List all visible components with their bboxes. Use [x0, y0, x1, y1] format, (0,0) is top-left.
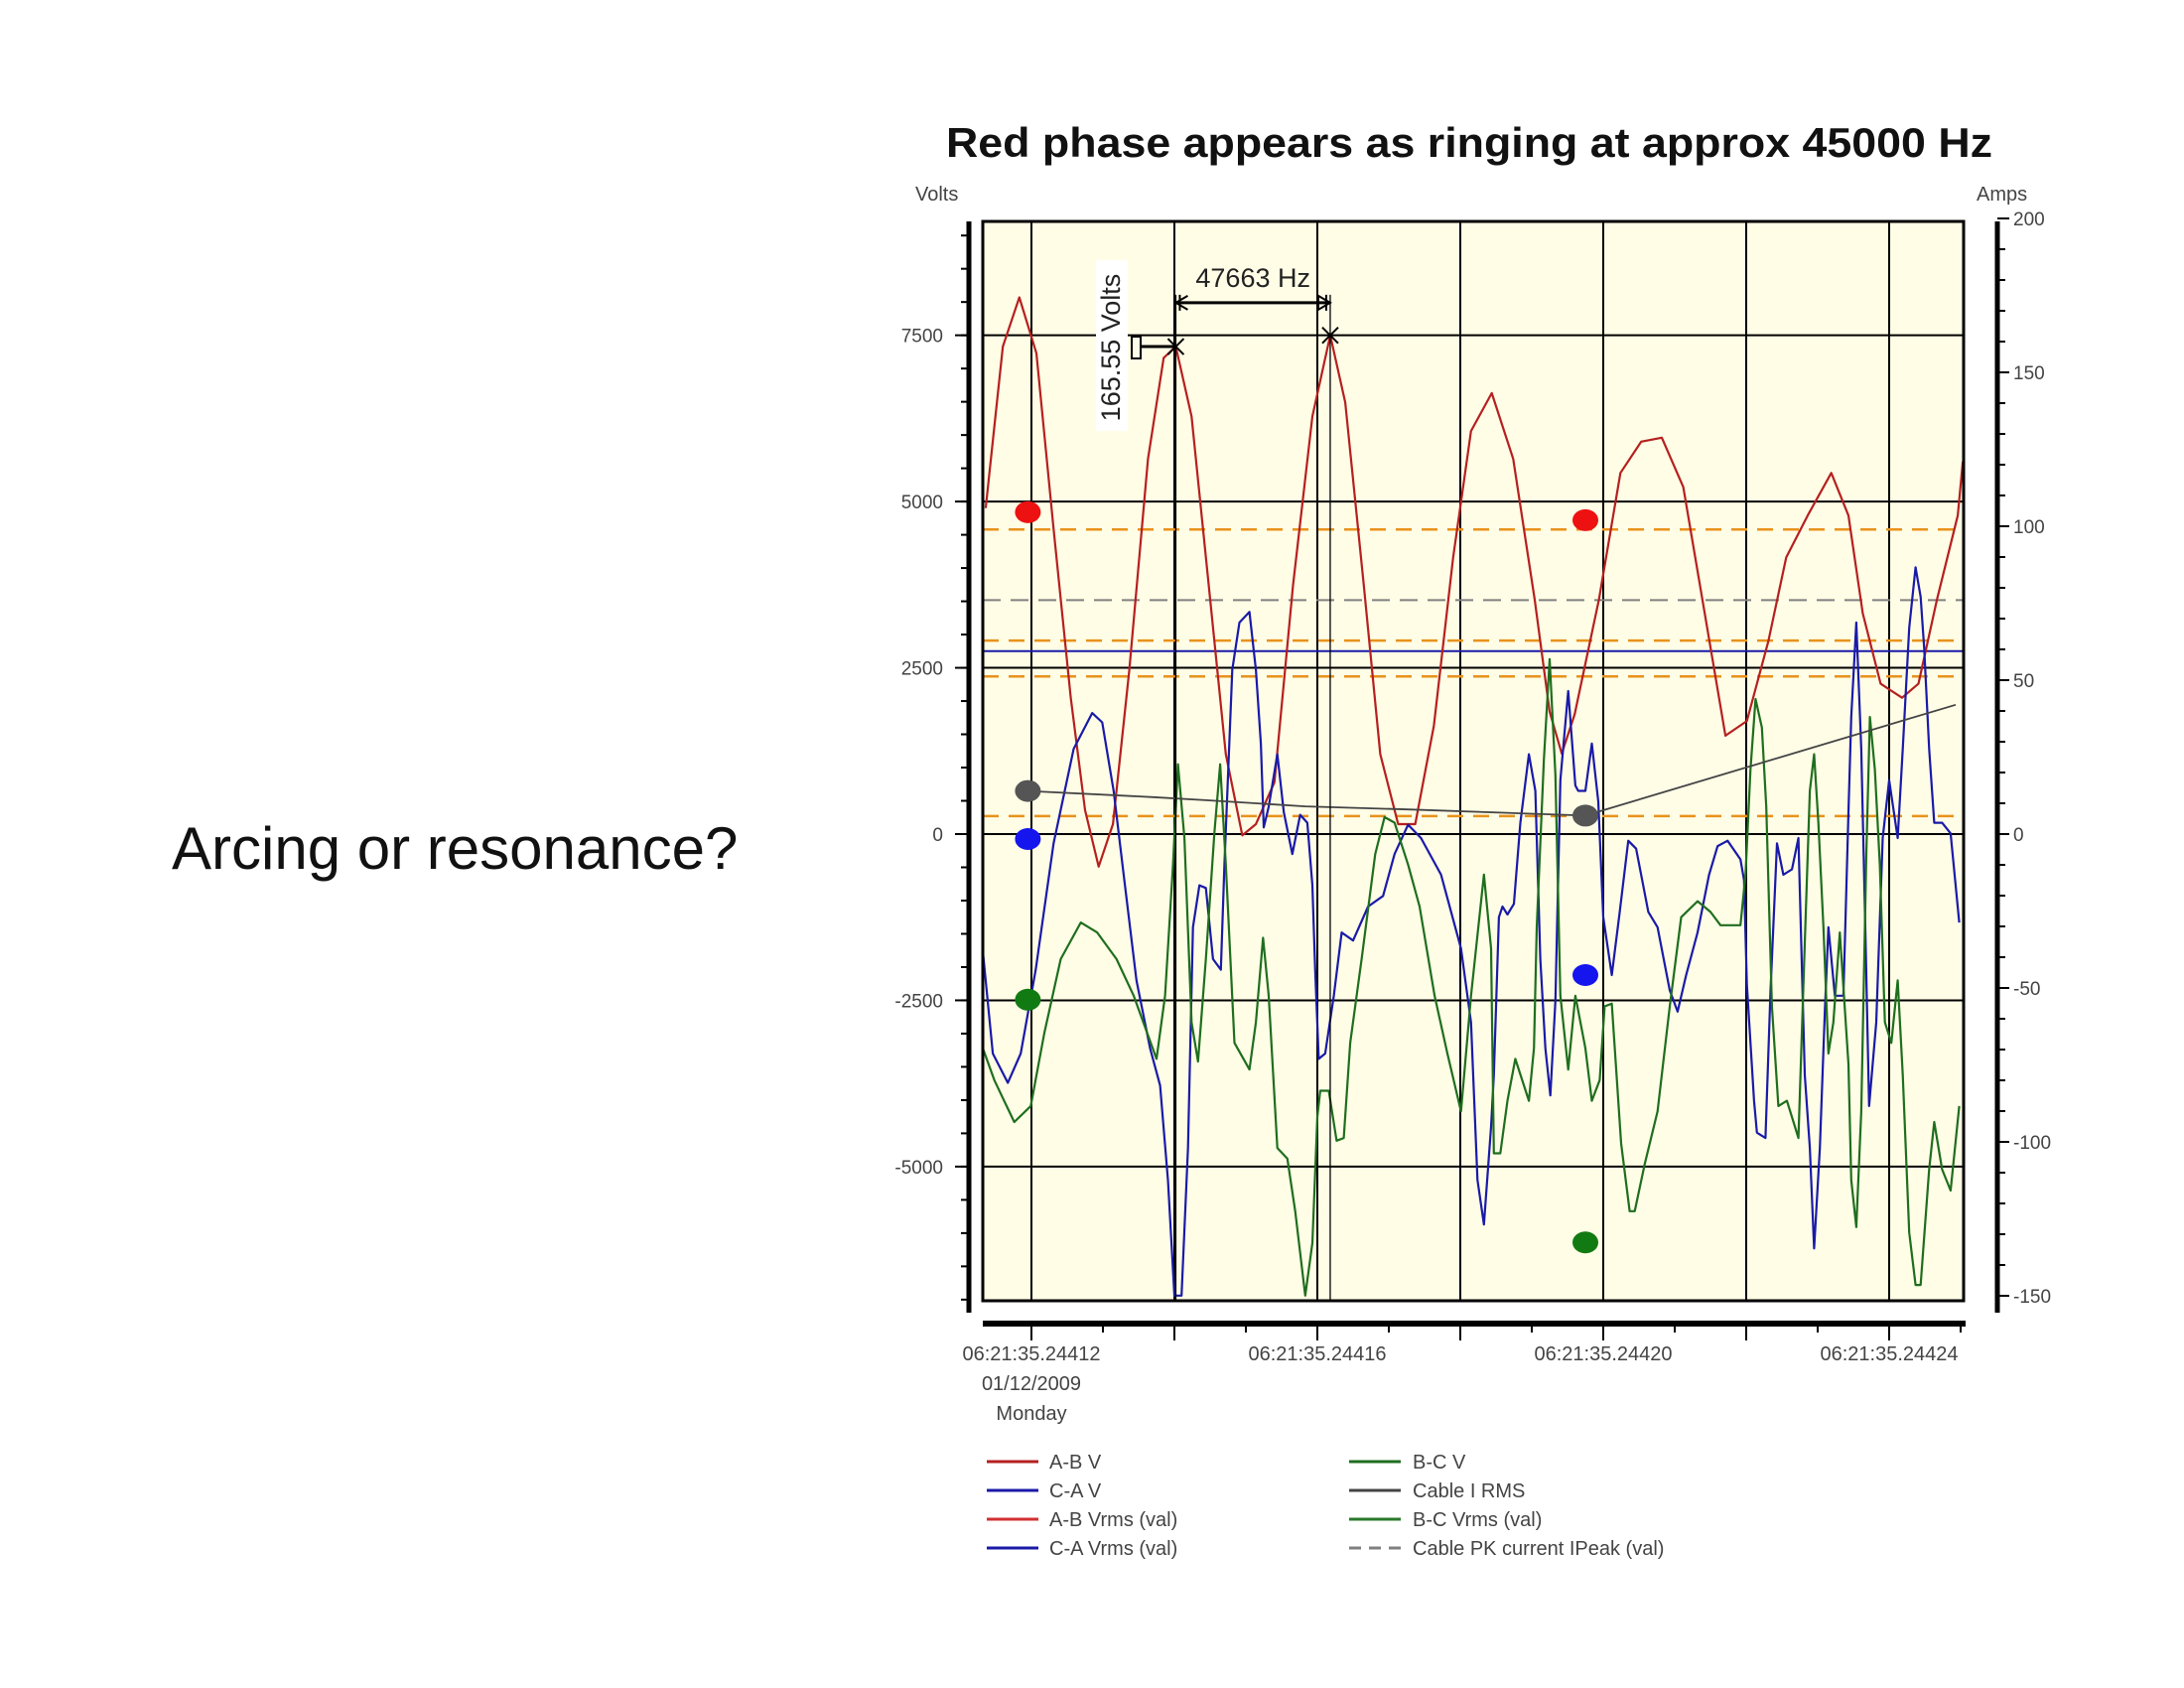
annotations: 47663 Hz 165.55 Volts — [1096, 260, 1339, 1301]
y-left-tick-label: 0 — [932, 825, 943, 846]
x-tick-label: 06:21:35.24416 — [1248, 1343, 1386, 1365]
y-right-tick-label: -150 — [2013, 1287, 2051, 1308]
legend-item-label: A-B V — [1049, 1452, 1102, 1474]
cursor-marker — [1015, 988, 1041, 1011]
y-left-axis-title: Volts — [915, 184, 958, 206]
cross-marker-icon — [1321, 326, 1339, 345]
x-tick-label: 06:21:35.24424 — [1820, 1343, 1958, 1365]
y-left-tick-label: -2500 — [894, 991, 943, 1012]
y-right-tick-label: -50 — [2013, 979, 2040, 1000]
legend-item-label: Cable PK current IPeak (val) — [1413, 1538, 1664, 1560]
arrow-head-right-icon — [1316, 294, 1332, 312]
y-right-tick-label: 50 — [2013, 671, 2034, 692]
x-day-label: Monday — [996, 1403, 1066, 1425]
axes: -5000 -2500 0 2500 5000 7500 -150 -100 -50 0 50 100… — [894, 210, 2051, 1365]
amplitude-annotation: 165.55 Volts — [1096, 274, 1126, 422]
y-right-axis-title: Amps — [1977, 184, 2027, 206]
grid — [983, 221, 1964, 1301]
legend-item-label: C-A V — [1049, 1480, 1102, 1502]
y-left-tick-label: 2500 — [901, 659, 943, 680]
legend-item-label: B-C V — [1413, 1452, 1466, 1474]
legend: A-B V C-A V A-B Vrms (val) C-A Vrms (val) B-… — [987, 1452, 1664, 1560]
plot-frame — [981, 219, 1966, 1303]
cursor-marker — [1015, 779, 1041, 802]
plot-area — [983, 221, 1964, 1301]
y-left-tick-label: 7500 — [901, 327, 943, 348]
y-right-tick-label: 0 — [2013, 825, 2024, 846]
cursor-marker — [1572, 1231, 1598, 1254]
x-tick-label: 06:21:35.24420 — [1534, 1343, 1672, 1365]
series-line-b-c-v — [983, 657, 1961, 1297]
y-right-tick-label: 150 — [2013, 363, 2045, 384]
y-left-tick-label: 5000 — [901, 492, 943, 513]
y-right-tick-label: 200 — [2013, 210, 2045, 230]
legend-item-label: C-A Vrms (val) — [1049, 1538, 1177, 1560]
frequency-annotation: 47663 Hz — [1195, 263, 1310, 293]
slide-heading: Arcing or resonance? — [172, 815, 739, 882]
cursor-marker — [1572, 963, 1598, 986]
cursor-marker — [1015, 500, 1041, 523]
legend-item-label: Cable I RMS — [1413, 1480, 1525, 1502]
y-right-tick-label: -100 — [2013, 1133, 2051, 1154]
amplitude-bracket-icon — [1131, 336, 1142, 359]
reference-lines — [983, 527, 1964, 818]
cursor-marker — [1572, 508, 1598, 531]
x-tick-label: 06:21:35.24412 — [962, 1343, 1100, 1365]
y-left-tick-label: -5000 — [894, 1158, 943, 1179]
legend-item-label: B-C Vrms (val) — [1413, 1509, 1542, 1531]
cursor-marker — [1572, 804, 1598, 827]
x-date-label: 01/12/2009 — [982, 1373, 1081, 1395]
series-line-a-b-v — [984, 296, 1964, 868]
y-right-tick-label: 100 — [2013, 517, 2045, 538]
legend-item-label: A-B Vrms (val) — [1049, 1509, 1177, 1531]
cursor-marker — [1015, 828, 1041, 851]
chart-title: Red phase appears as ringing at approx 4… — [946, 119, 1992, 166]
amplitude-label-background — [1096, 260, 1128, 431]
cursor-markers — [1015, 500, 1598, 1254]
